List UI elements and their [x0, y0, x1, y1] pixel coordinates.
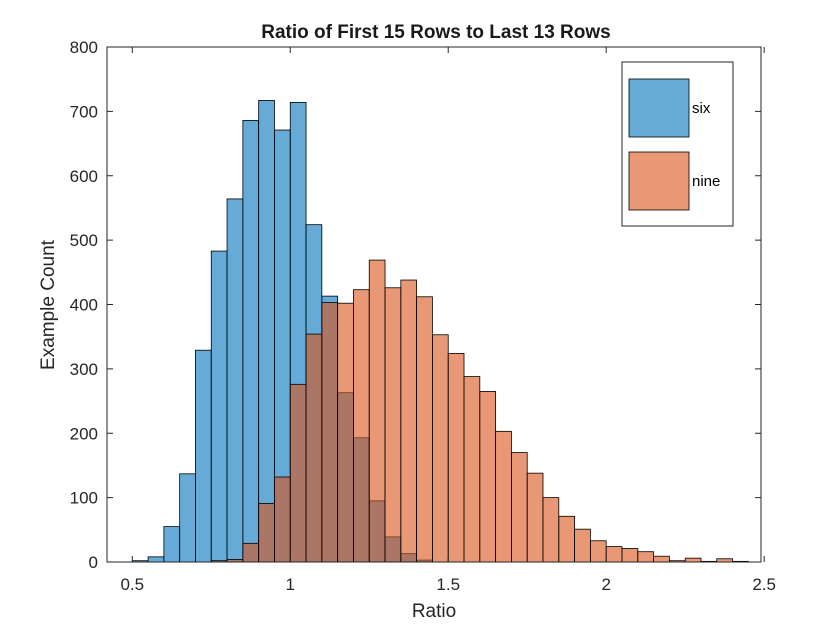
bar-nine-4: [274, 476, 291, 563]
bar-nine-12: [400, 279, 418, 563]
bar-six-8: [258, 100, 275, 563]
bar-six-1: [147, 556, 165, 563]
bar-nine-13: [416, 296, 433, 563]
y-tick-label: 400: [70, 296, 98, 315]
bar-nine-20: [526, 472, 544, 563]
bar-nine-17: [479, 391, 497, 563]
x-tick-label: 2: [601, 575, 610, 594]
x-tick-label: 2.5: [752, 575, 776, 594]
y-axis-label: Example Count: [38, 239, 59, 370]
legend-label-six: six: [692, 100, 711, 117]
bar-nine-5: [289, 383, 307, 563]
x-tick-label: 0.5: [120, 575, 144, 594]
legend-swatch-nine: [628, 151, 690, 211]
bar-nine-21: [542, 497, 560, 563]
bar-nine-2: [242, 542, 260, 563]
bar-six-4: [195, 349, 212, 563]
y-tick-label: 700: [70, 102, 98, 121]
bar-nine-22: [558, 515, 575, 563]
x-axis-label: Ratio: [412, 601, 456, 622]
bar-six-2: [163, 526, 181, 563]
bar-nine-28: [653, 555, 670, 563]
bar-nine-6: [305, 333, 323, 563]
legend: six nine: [621, 61, 734, 227]
y-tick-label: 500: [70, 231, 98, 250]
y-tick-label: 0: [89, 553, 98, 572]
x-tick-label: 1.5: [436, 575, 460, 594]
bar-nine-27: [637, 551, 654, 563]
bar-nine-9: [353, 289, 370, 563]
bar-nine-16: [463, 376, 481, 563]
bar-nine-10: [368, 259, 386, 563]
bar-six-6: [226, 198, 244, 563]
y-tick-label: 800: [70, 38, 98, 57]
axes-group: 0.5 1 1.5 2 2.5 0 100 200 300 400 500 600 700 800: [70, 38, 776, 594]
chart-title: Ratio of First 15 Rows to Last 13 Rows: [261, 22, 610, 43]
bar-nine-18: [495, 430, 512, 563]
bar-nine-19: [511, 452, 528, 563]
y-tick-label: 600: [70, 167, 98, 186]
legend-swatch-six: [628, 78, 690, 138]
bar-nine-11: [384, 287, 402, 563]
y-tick-label: 300: [70, 360, 98, 379]
bar-six-7: [242, 119, 260, 563]
bar-nine-24: [589, 540, 607, 563]
bar-nine-25: [605, 546, 623, 563]
bar-nine-30: [684, 557, 702, 563]
y-tick-label: 100: [70, 489, 98, 508]
bar-six-3: [179, 473, 196, 563]
bar-nine-15: [447, 353, 465, 563]
legend-label-nine: nine: [692, 173, 720, 190]
bar-nine-26: [621, 548, 639, 563]
bar-nine-7: [321, 302, 339, 563]
bar-nine-8: [337, 302, 354, 563]
bar-nine-3: [258, 503, 275, 563]
y-tick-label: 200: [70, 424, 98, 443]
bars-group: [131, 100, 749, 563]
bar-nine-14: [432, 334, 449, 563]
bar-nine-23: [574, 528, 591, 563]
x-tick-label: 1: [286, 575, 295, 594]
bar-six-5: [210, 250, 228, 563]
